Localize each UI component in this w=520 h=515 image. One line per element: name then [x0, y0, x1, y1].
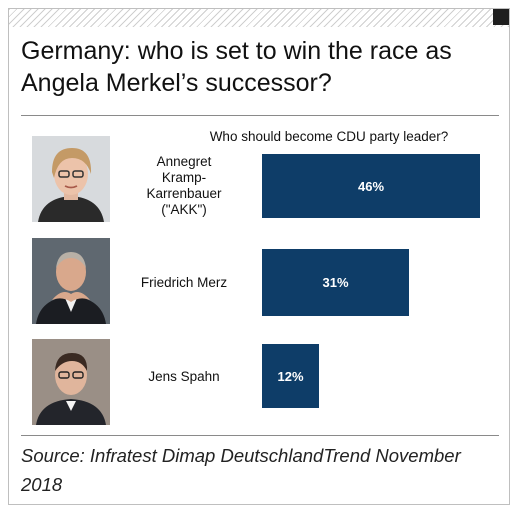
chart-subtitle: Who should become CDU party leader?	[209, 129, 449, 144]
chart-card: Germany: who is set to win the race as A…	[8, 8, 510, 505]
hatched-header-band	[9, 9, 509, 27]
bar-value-label: 31%	[322, 275, 349, 290]
bar: 31%	[262, 249, 409, 316]
bar-value-label: 46%	[357, 178, 385, 194]
candidate-name: Jens Spahn	[148, 369, 220, 384]
candidate-name: Friedrich Merz	[140, 275, 228, 290]
bar: 46%	[262, 154, 480, 218]
corner-marker	[493, 9, 509, 25]
candidate-photo	[32, 339, 110, 425]
candidate-photo	[32, 238, 110, 324]
bar: 12%	[262, 344, 319, 408]
title-divider	[21, 115, 499, 116]
candidate-name: Annegret Kramp- Karrenbauer ("AKK")	[146, 154, 222, 217]
source-note: Source: Infratest Dimap DeutschlandTrend…	[21, 445, 461, 495]
chart-title: Germany: who is set to win the race as A…	[21, 37, 452, 97]
source-divider	[21, 435, 499, 436]
candidate-photo	[32, 136, 110, 222]
bar-value-label: 12%	[277, 368, 304, 384]
